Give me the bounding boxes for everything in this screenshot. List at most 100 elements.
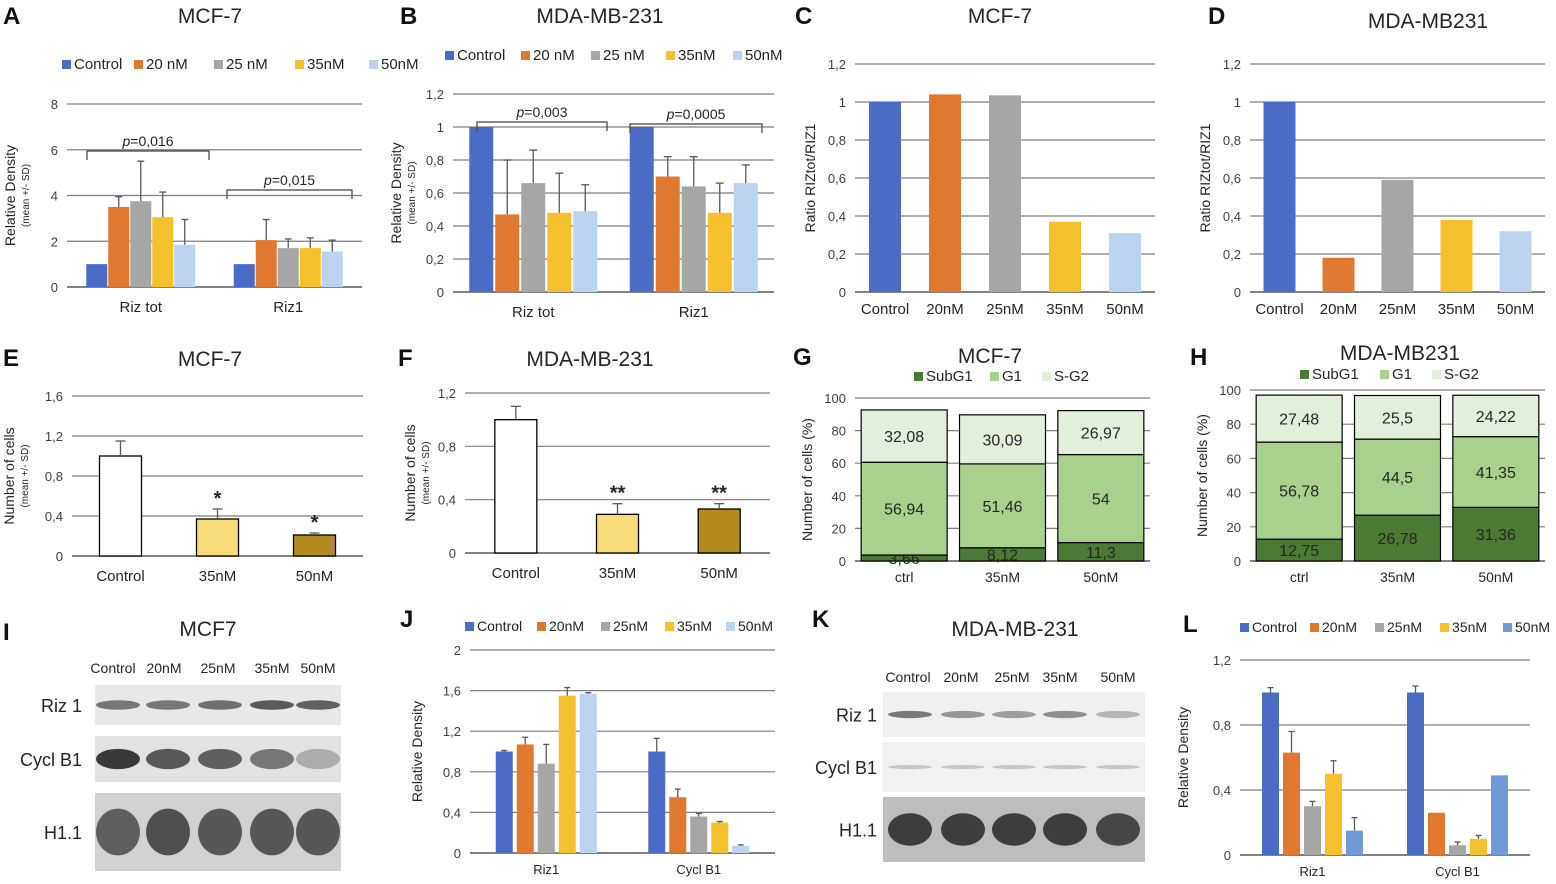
panel-b-bar-riz1-25-nm (681, 186, 706, 292)
panel-j-legend-swatch-50nm (726, 622, 735, 631)
panel-l-y-tick-label: 1,2 (1213, 653, 1231, 668)
panel-e-y-tick-label: 1,6 (45, 389, 63, 404)
panel-b-legend-label-20-nm: 20 nM (533, 47, 575, 64)
panel-c-y-tick-label: 1 (839, 95, 846, 110)
panel-h-legend-label-subg1: SubG1 (1312, 366, 1359, 383)
panel-h-segment-50nm-s-g2 (1452, 394, 1540, 438)
panel-b-y-tick-label: 1 (437, 120, 444, 135)
panel-k-band-h1-1-lane-5 (1096, 813, 1140, 846)
panel-f-y-tick-label: 0,4 (438, 493, 456, 508)
panel-letter-d: D (1208, 3, 1225, 30)
panel-letter-f: F (398, 345, 413, 372)
panel-b-legend-swatch-50nm (733, 51, 742, 60)
panel-f-x-category-label: 35nM (599, 565, 637, 582)
panel-j-y-tick-label: 2 (454, 643, 461, 658)
panel-g-legend-label-subg1: SubG1 (926, 368, 973, 385)
panel-j-legend-swatch-25nm (601, 622, 610, 631)
panel-l-legend-label-50nm: 50nM (1515, 619, 1550, 635)
panel-k-lane-label: 25nM (994, 669, 1029, 685)
panel-k-band-riz-1-lane-5 (1096, 710, 1140, 719)
panel-h-segment-50nm-g1 (1452, 436, 1540, 508)
panel-j-y-tick-label: 1,2 (443, 724, 461, 739)
panel-k-title: MDA-MB-231 (951, 618, 1078, 641)
panel-h-y-tick-label: 80 (1227, 417, 1241, 432)
panel-a-legend-label-20-nm: 20 nM (146, 56, 188, 73)
panel-a-y-tick-label: 4 (51, 189, 58, 204)
panel-h-y-tick-label: 60 (1227, 451, 1241, 466)
panel-c-bar-35nm (1049, 221, 1081, 292)
panel-j-bar-riz1-20nm (516, 744, 534, 853)
panel-g-x-category-label: ctrl (895, 569, 914, 585)
panel-i-lane-label: 50nM (300, 660, 335, 676)
panel-h-data-label: 56,78 (1279, 484, 1319, 501)
panel-d-x-category-label: Control (1255, 301, 1303, 318)
panel-d-bar-control (1263, 102, 1296, 292)
panel-l-bar-cycl-b1-50nm (1491, 775, 1508, 855)
panel-d-y-tick-label: 0,2 (1223, 247, 1241, 262)
panel-j-legend-swatch-35nm (665, 622, 674, 631)
panel-e-bar-50nm (292, 534, 337, 557)
panel-letter-b: B (400, 3, 417, 30)
panel-g-legend-swatch-s-g2 (1042, 372, 1051, 381)
panel-k-band-riz-1-lane-3 (992, 710, 1036, 719)
panel-h-y-tick-label: 40 (1227, 486, 1241, 501)
panel-d-y-tick-label: 0,6 (1223, 171, 1241, 186)
panel-letter-i: I (3, 619, 10, 646)
panel-h-data-label: 12,75 (1279, 543, 1319, 560)
panel-i-row-label-h1-1: H1.1 (44, 823, 82, 843)
panel-g-legend-label-s-g2: S-G2 (1054, 368, 1089, 385)
panel-b-x-category-label: Riz tot (512, 304, 555, 321)
panel-a-legend-label-25-nm: 25 nM (226, 56, 268, 73)
panel-l-bar-riz1-20nm (1283, 752, 1300, 855)
panel-a-bar-riz1-35nm (299, 248, 321, 287)
panel-h-y-tick-label: 20 (1227, 520, 1241, 535)
panel-g-data-label: 54 (1092, 492, 1110, 509)
panel-i-title: MCF7 (179, 618, 236, 641)
panel-j-bar-cycl-b1-20nm (669, 797, 687, 853)
panel-f-y-tick-label: 1,2 (438, 386, 456, 401)
panel-g-data-label: 56,94 (884, 502, 924, 519)
panel-k-band-cycl-b1-lane-3 (992, 765, 1036, 769)
panel-i-band-cycl-b1-lane-4 (250, 748, 294, 770)
panel-b-bracket (629, 123, 763, 133)
panel-c-x-category-label: 20nM (926, 301, 964, 318)
panel-b-p-value-label: p=0,0005 (666, 106, 726, 122)
panel-letter-l: L (1183, 611, 1198, 638)
panel-g-segment-35nm-s-g2 (958, 414, 1047, 465)
panel-j-legend-label-20nm: 20nM (549, 618, 584, 634)
panel-b-y-tick-label: 1,2 (426, 87, 444, 102)
panel-h-y-axis-label: Number of cells (%) (1194, 414, 1210, 537)
panel-k-lane-label: 50nM (1100, 669, 1135, 685)
panel-a-legend-swatch-20-nm (134, 60, 143, 69)
panel-b-legend-swatch-35nm (666, 51, 675, 60)
panel-f-significance-label: ** (610, 483, 626, 505)
panel-a-y-tick-label: 2 (51, 234, 58, 249)
panel-h-data-label: 25,5 (1382, 410, 1413, 427)
panel-j-bar-riz1-25nm (537, 763, 555, 853)
panel-c-x-category-label: 50nM (1106, 301, 1144, 318)
panel-h-data-label: 31,36 (1476, 527, 1516, 544)
panel-a-title: MCF-7 (178, 5, 242, 28)
panel-c-x-category-label: 35nM (1046, 301, 1084, 318)
panel-b-x-category-label: Riz1 (679, 304, 709, 321)
panel-a-bar-riz-tot-control (86, 264, 108, 287)
panel-g-y-tick-label: 0 (839, 554, 846, 569)
panel-j-bar-cycl-b1-35nm (711, 822, 729, 853)
panel-l-y-tick-label: 0,4 (1213, 783, 1231, 798)
panel-g-legend-label-g1: G1 (1002, 368, 1022, 385)
panel-e-bar-control (98, 455, 143, 557)
panel-h-segment-35nm-s-g2 (1353, 394, 1442, 440)
panel-a-legend-swatch-control (62, 60, 71, 69)
panel-d-title: MDA-MB231 (1368, 10, 1488, 33)
panel-e-x-category-label: 50nM (296, 568, 334, 585)
panel-j-legend-label-control: Control (477, 618, 522, 634)
panel-b-legend-swatch-25-nm (591, 51, 600, 60)
panel-a-legend-label-35nm: 35nM (307, 56, 345, 73)
panel-d-bar-35nm (1440, 219, 1473, 292)
panel-a-y-tick-label: 6 (51, 143, 58, 158)
panel-l-bar-riz1-25nm (1304, 806, 1321, 855)
panel-e-title: MCF-7 (178, 348, 242, 371)
panel-j-x-category-label: Cycl B1 (676, 862, 721, 877)
panel-h-data-label: 26,78 (1377, 531, 1417, 548)
